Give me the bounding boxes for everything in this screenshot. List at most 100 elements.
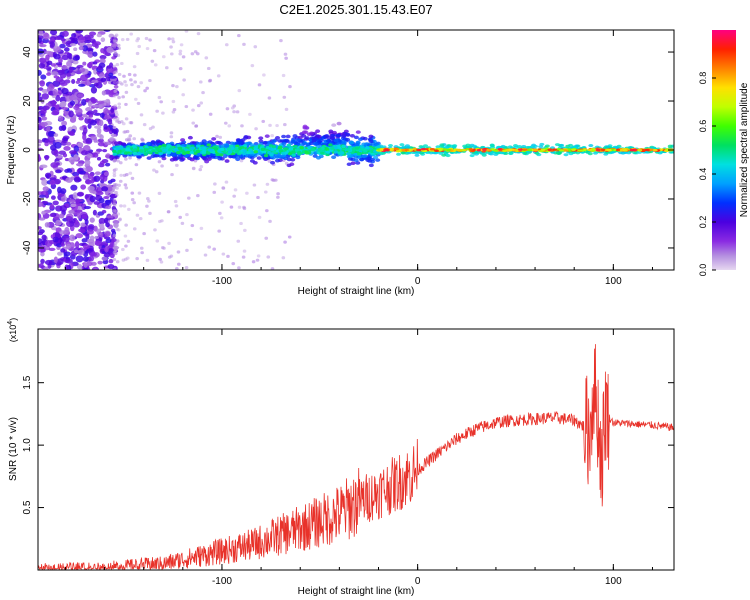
spectrogram-cell: [271, 139, 277, 144]
spectrogram-cell: [122, 204, 127, 208]
spectrogram-cell: [113, 251, 118, 256]
spectrogram-cell: [281, 141, 287, 146]
spectrogram-cell: [469, 143, 475, 147]
spectrogram-cell: [571, 148, 576, 152]
spectrogram-cell: [68, 199, 76, 203]
spectrogram-cell: [146, 150, 152, 154]
spectrogram-cell: [256, 156, 262, 160]
spectrogram-cell: [465, 143, 471, 147]
spectrogram-cell: [267, 96, 272, 100]
spectrogram-cell: [509, 148, 515, 151]
spectrogram-cell: [173, 199, 178, 204]
spectrogram-cell: [242, 144, 248, 148]
spectrogram-cell: [112, 80, 117, 84]
spectrogram-cell: [291, 150, 296, 154]
spectrogram-cell: [117, 149, 122, 153]
spectrogram-y-tick-label: -40: [22, 240, 33, 255]
spectrogram-cell: [125, 37, 130, 42]
spectrogram-cell: [116, 159, 120, 163]
spectrogram-cell: [575, 151, 581, 155]
spectrogram-cell: [64, 79, 71, 84]
spectrogram-cell: [137, 44, 142, 49]
spectrogram-x-tick-label: 100: [605, 276, 622, 287]
spectrogram-cell: [538, 145, 544, 149]
spectrogram-cell: [160, 245, 165, 250]
spectrogram-cell: [86, 229, 94, 235]
spectrogram-cell: [103, 114, 111, 120]
spectrogram-cell: [534, 151, 540, 155]
spectrogram-cell: [199, 226, 204, 231]
spectrogram-cell: [99, 58, 106, 64]
spectrogram-cell: [41, 210, 46, 215]
spectrogram-cell: [212, 190, 217, 194]
spectrogram-cell: [176, 250, 181, 254]
spectrogram-cell: [90, 86, 98, 94]
spectrogram-cell: [44, 259, 53, 266]
spectrogram-cell: [44, 222, 50, 228]
spectrogram-cell: [354, 143, 360, 147]
spectrogram-cell: [557, 151, 563, 155]
spectrogram-y-tick-label: 40: [22, 46, 33, 58]
spectrogram-cell: [85, 107, 93, 112]
spectrogram-cell: [239, 221, 243, 226]
spectrogram-cell: [189, 151, 195, 155]
spectrogram-cell: [217, 149, 222, 153]
spectrogram-cell: [341, 141, 347, 145]
spectrogram-cell: [178, 66, 183, 71]
spectrogram-cell: [53, 149, 59, 157]
spectrogram-cell: [83, 262, 88, 268]
snr-x-tick-label: 100: [605, 576, 622, 587]
spectrogram-cell: [103, 171, 109, 176]
spectrogram-cell: [138, 217, 143, 221]
spectrogram-cell: [54, 139, 62, 144]
spectrogram-cell: [618, 151, 624, 155]
spectrogram-cell: [55, 169, 62, 174]
spectrogram-cell: [99, 174, 105, 181]
spectrogram-cell: [73, 176, 81, 183]
spectrogram-cell: [181, 55, 186, 59]
spectrogram-cell: [66, 72, 72, 77]
spectrogram-cell: [83, 34, 91, 42]
spectrogram-cell: [142, 123, 147, 127]
spectrogram-cell: [194, 124, 199, 128]
spectrogram-cell: [442, 148, 448, 151]
snr-x-ticks: -100 0 100: [64, 329, 653, 587]
spectrogram-cell: [161, 143, 167, 147]
spectrogram-cell: [97, 141, 105, 147]
spectrogram-y-ticks: 40 20 0 -20 -40: [22, 46, 674, 255]
spectrogram-cell: [132, 65, 137, 69]
spectrogram-cell: [113, 89, 117, 93]
spectrogram-cell: [215, 152, 220, 157]
spectrogram-cell: [208, 78, 213, 82]
spectrogram-cell: [103, 107, 109, 114]
spectrogram-cell: [237, 89, 242, 93]
spectrogram-cell: [102, 149, 108, 153]
spectrogram-cell: [68, 110, 74, 118]
spectrogram-cell: [80, 184, 87, 190]
spectrogram-cell: [456, 148, 461, 152]
spectrogram-cell: [158, 257, 162, 261]
spectrogram-cell: [121, 122, 126, 126]
spectrogram-cell: [124, 223, 128, 227]
spectrogram-cell: [88, 255, 94, 262]
spectrogram-cell: [50, 30, 58, 36]
spectrogram-cell: [87, 173, 94, 180]
spectrogram-cell: [167, 241, 171, 245]
spectrogram-cell: [284, 56, 288, 60]
spectrogram-cell: [347, 157, 353, 161]
spectrogram-cell: [315, 156, 321, 160]
spectrogram-cell: [112, 149, 117, 153]
spectrogram-cell: [44, 50, 53, 55]
colorbar: 0.0 0.2 0.4 0.6 0.8 Normalized spectral ampl…: [698, 30, 750, 276]
spectrogram-cell: [62, 235, 70, 243]
spectrogram-cell: [89, 195, 96, 203]
spectrogram-cell: [87, 123, 92, 129]
spectrogram-cell: [44, 172, 52, 179]
spectrogram-cell: [441, 153, 447, 157]
spectrogram-cell: [185, 248, 189, 252]
spectrogram-cell: [96, 148, 103, 153]
spectrogram-cell: [49, 41, 55, 48]
spectrogram-cell: [389, 147, 395, 151]
spectrogram-cell: [242, 42, 246, 46]
snr-y-tick-label: 0.5: [22, 500, 33, 514]
